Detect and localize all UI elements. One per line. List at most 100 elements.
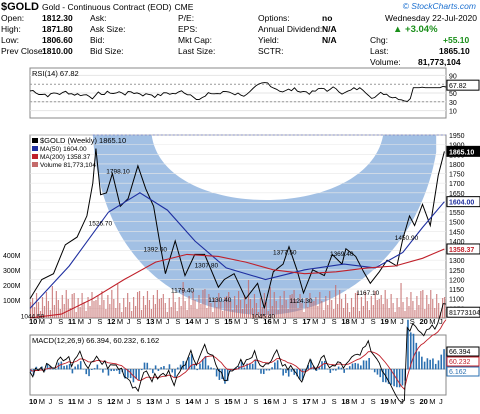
macd-histogram-bar	[268, 369, 271, 371]
volume-label: Volume:	[370, 57, 401, 67]
x-tick-label-upper: M	[195, 317, 201, 326]
macd-histogram-bar	[215, 369, 218, 377]
macd-histogram-bar	[371, 368, 373, 370]
x-tick-label-upper: 12	[107, 317, 115, 326]
macd-histogram-bar	[407, 319, 409, 370]
macd-histogram-bar	[168, 364, 171, 370]
volume-bar	[251, 308, 254, 318]
x-tick-label: 12	[107, 397, 115, 406]
volume-bar	[176, 311, 178, 318]
volume-bar	[228, 292, 230, 318]
x-tick-label: S	[97, 397, 102, 406]
price-tick-label: 1250	[449, 268, 465, 275]
macd-histogram-bar	[93, 368, 96, 370]
volume-bar	[79, 307, 81, 318]
price-tick-label: 1550	[449, 210, 465, 217]
volume-bar	[241, 309, 244, 318]
macd-histogram-bar	[351, 363, 354, 370]
price-tick-label: 1450	[449, 229, 465, 236]
macd-last-label: 66.394	[449, 349, 471, 356]
volume-bar	[291, 294, 293, 318]
macd-histogram-bar	[390, 369, 393, 385]
x-tick-label: J	[400, 397, 404, 406]
macd-histogram-bar	[60, 361, 63, 370]
x-tick-label-upper: J	[205, 317, 209, 326]
macd-histogram-bar	[360, 365, 362, 370]
volume-bar	[414, 310, 416, 318]
x-tick-label: 10	[29, 397, 37, 406]
volume-bar	[89, 306, 91, 318]
volume-bar	[273, 292, 275, 318]
volume-bar	[196, 309, 198, 318]
volume-bar	[61, 295, 63, 318]
x-tick-label: 19	[380, 397, 388, 406]
quote-value-v1: 1871.80	[42, 24, 73, 34]
volume-bar	[410, 292, 412, 318]
macd-histogram-bar	[127, 369, 129, 378]
change-label: Chg:	[370, 35, 388, 45]
price-annotation: 1798.10	[106, 168, 130, 175]
volume-bar	[198, 295, 200, 318]
volume-bar	[281, 305, 283, 318]
x-tick-label-upper: 15	[224, 317, 232, 326]
quote-label-l1: Low:	[1, 35, 19, 45]
price-annotation: 1130.40	[208, 297, 231, 304]
volume-bar	[406, 297, 408, 318]
volume-bar	[331, 300, 333, 318]
volume-bar	[384, 290, 386, 318]
x-tick-label: 20	[419, 397, 427, 406]
macd-histogram-bar	[365, 360, 368, 370]
volume-bar	[81, 293, 83, 318]
volume-bar	[239, 300, 242, 318]
volume-bar	[245, 304, 248, 318]
price-tag-label: 1358.37	[449, 247, 474, 254]
volume-bar	[43, 306, 46, 318]
volume-bar	[101, 291, 103, 318]
price-tick-label: 1150	[449, 287, 464, 294]
macd-histogram-bar	[323, 360, 326, 370]
x-tick-label: J	[49, 397, 53, 406]
volume-bar	[87, 297, 89, 318]
macd-histogram-bar	[91, 369, 93, 370]
x-tick-label-upper: J	[88, 317, 92, 326]
volume-bar	[182, 282, 184, 318]
macd-histogram-bar	[149, 368, 151, 370]
volume-bar	[400, 283, 402, 318]
x-tick-label-upper: 20	[419, 317, 427, 326]
volume-bar	[91, 292, 93, 318]
price-tag	[446, 306, 480, 318]
macd-histogram-bar	[429, 359, 431, 370]
price-tick-label: 1950	[449, 133, 465, 140]
x-tick-label-upper: S	[175, 317, 180, 326]
volume-bar	[39, 311, 42, 318]
x-tick-label-upper: J	[322, 317, 326, 326]
volume-bar	[188, 296, 190, 318]
x-tick-label: M	[39, 397, 45, 406]
volume-bar	[178, 297, 180, 318]
volume-bar	[436, 294, 438, 318]
volume-bar	[65, 290, 67, 318]
macd-histogram-bar	[179, 364, 182, 370]
volume-bar	[75, 312, 77, 318]
volume-bar	[376, 300, 378, 318]
volume-bar	[236, 305, 238, 318]
volume-bar	[263, 293, 265, 318]
price-annotation: 1450.90	[395, 235, 419, 242]
volume-bar	[216, 307, 218, 318]
x-tick-label-upper: 10	[29, 317, 37, 326]
volume-bar	[287, 309, 289, 318]
volume-bar	[220, 302, 222, 318]
volume-bar	[329, 291, 331, 318]
macd-histogram-bar	[99, 368, 101, 370]
volume-bar	[317, 306, 319, 318]
macd-histogram-bar	[63, 365, 65, 370]
x-tick-label: 17	[302, 397, 310, 406]
macd-histogram-bar	[287, 369, 290, 377]
volume-bar	[208, 294, 210, 318]
quote-label-l2: Ask:	[90, 13, 107, 23]
macd-histogram-bar	[218, 369, 221, 380]
volume-bar	[113, 299, 115, 318]
volume-value: 81,773,104	[418, 57, 461, 67]
x-tick-label: S	[214, 397, 219, 406]
symbol-title: $GOLD Gold - Continuous Contract (EOD) C…	[1, 1, 193, 13]
